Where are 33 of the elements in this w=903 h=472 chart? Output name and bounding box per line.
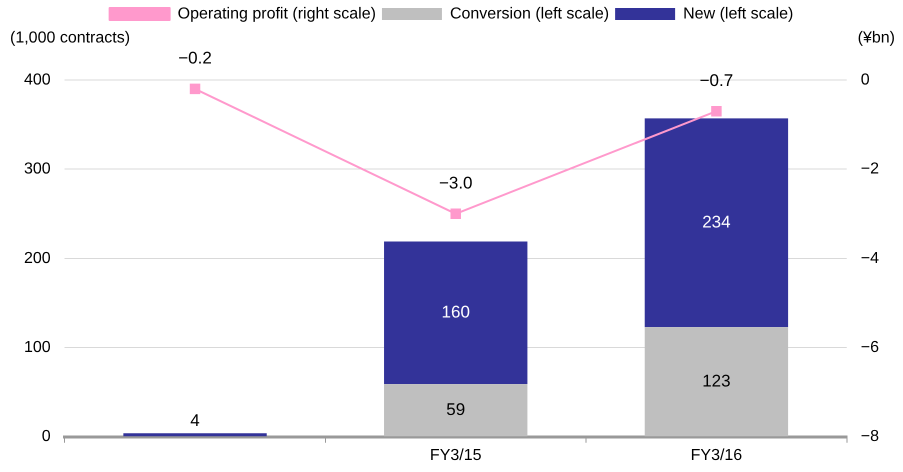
legend-label: Conversion (left scale) <box>450 5 610 22</box>
y-axis-title: (1,000 contracts) <box>10 29 130 46</box>
data-label: −0.7 <box>700 70 734 90</box>
point <box>190 84 200 94</box>
point <box>711 106 722 116</box>
y-tick-label: 300 <box>24 160 51 178</box>
bar <box>384 241 528 384</box>
data-label: 59 <box>446 400 466 419</box>
data-label: −0.2 <box>178 48 212 68</box>
data-label: 160 <box>442 302 470 322</box>
x-tick-label: FY3/16 <box>690 446 742 464</box>
y2-tick-label: −4 <box>860 250 880 267</box>
y2-tick-label: −2 <box>860 160 880 178</box>
y-tick-label: 0 <box>42 428 51 446</box>
x-tick-label: FY3/15 <box>430 446 482 464</box>
y2-axis-title: (¥bn) <box>858 29 895 46</box>
y2-tick-label: −8 <box>860 428 880 446</box>
y2-tick-label: −6 <box>860 339 880 356</box>
y-tick-label: 400 <box>24 71 51 88</box>
legend-label: New (left scale) <box>683 5 794 22</box>
data-label: 123 <box>702 371 731 390</box>
data-label: −3.0 <box>438 173 473 192</box>
y2-tick-label: 0 <box>860 71 870 88</box>
y-tick-label: 200 <box>24 250 51 267</box>
y-tick-label: 100 <box>24 339 51 356</box>
bar <box>123 433 267 436</box>
point <box>450 208 461 220</box>
bar <box>644 118 788 328</box>
data-label: 234 <box>702 212 731 232</box>
legend-label: Operating profit (right scale) <box>178 5 376 22</box>
data-label: 4 <box>190 410 200 430</box>
bar <box>384 384 528 436</box>
bar <box>644 327 788 436</box>
